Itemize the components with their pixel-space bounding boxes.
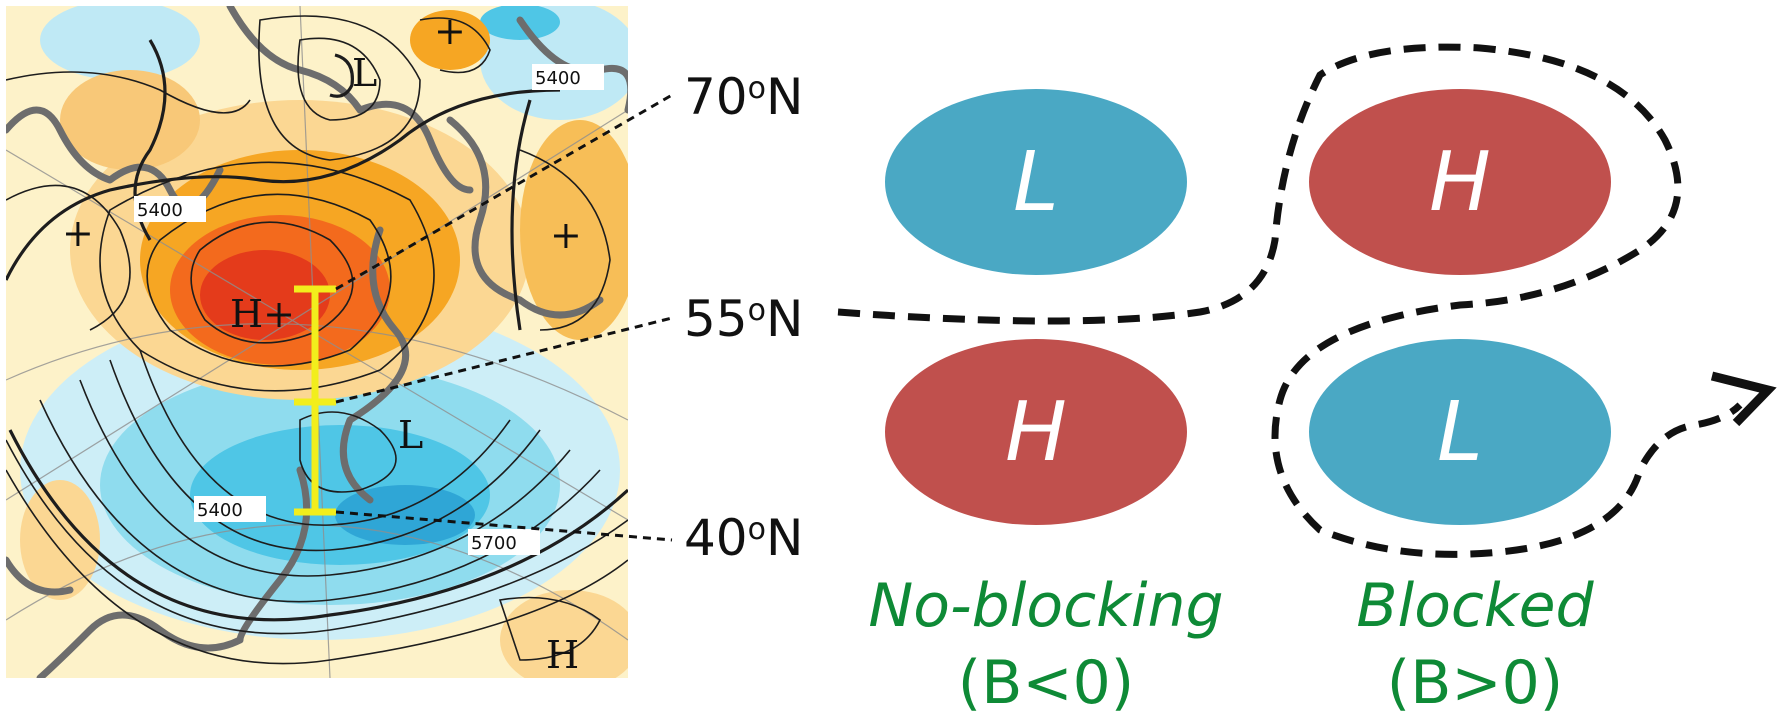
degree-symbol: o bbox=[748, 71, 766, 106]
low-pressure-ellipse bbox=[1309, 339, 1611, 525]
latitude-value: 55 bbox=[684, 290, 748, 348]
hemisphere: N bbox=[766, 68, 803, 126]
contour-label: 5400 bbox=[197, 500, 243, 521]
latitude-value: 70 bbox=[684, 68, 748, 126]
contour-label: 5700 bbox=[471, 533, 517, 554]
high-pressure-label: H bbox=[1005, 385, 1067, 480]
high-pressure-ellipse bbox=[885, 339, 1187, 525]
low-center-label: L bbox=[398, 413, 423, 457]
high-pressure-ellipse bbox=[1309, 89, 1611, 275]
no-blocking-condition: (B<0) bbox=[958, 648, 1134, 718]
plus-marker: + bbox=[62, 211, 94, 255]
blocked-panel: H L Blocked (B>0) bbox=[1309, 89, 1611, 718]
latitude-leaders bbox=[335, 93, 673, 542]
contour-label: 5400 bbox=[535, 68, 581, 89]
low-center-label: L bbox=[352, 51, 377, 95]
degree-symbol: o bbox=[748, 512, 766, 547]
hemisphere: N bbox=[766, 509, 803, 567]
blocked-condition: (B>0) bbox=[1387, 648, 1563, 718]
high-center-label: H+ bbox=[230, 292, 295, 336]
high-pressure-label: H bbox=[1429, 135, 1491, 230]
latitude-label-55: 55oN bbox=[684, 290, 803, 348]
jet-stream-path bbox=[837, 43, 1743, 558]
latitude-label-40: 40oN bbox=[684, 509, 803, 567]
no-blocking-title: No-blocking bbox=[868, 571, 1223, 641]
low-pressure-label: L bbox=[1437, 385, 1483, 480]
low-pressure-ellipse bbox=[885, 89, 1187, 275]
low-pressure-label: L bbox=[1013, 135, 1059, 230]
latitude-label-70: 70oN bbox=[684, 68, 803, 126]
high-center-label: H bbox=[546, 633, 579, 677]
arrow-head-icon bbox=[1710, 371, 1777, 427]
contour-label: 5400 bbox=[137, 200, 183, 221]
latitude-value: 40 bbox=[684, 509, 748, 567]
plus-marker: + bbox=[550, 213, 582, 257]
weather-map: 5400 5400 5400 5700 H+ L L H + + + bbox=[6, 6, 628, 678]
hemisphere: N bbox=[766, 290, 803, 348]
blocked-title: Blocked bbox=[1356, 571, 1594, 641]
plus-marker: + bbox=[434, 9, 466, 53]
degree-symbol: o bbox=[748, 293, 766, 328]
latitude-span-marker bbox=[294, 285, 336, 516]
no-blocking-panel: L H No-blocking (B<0) bbox=[868, 89, 1224, 718]
